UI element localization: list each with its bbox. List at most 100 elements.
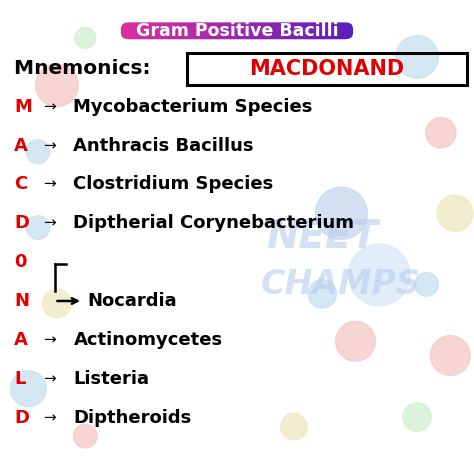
FancyBboxPatch shape [138, 15, 144, 46]
FancyBboxPatch shape [217, 15, 221, 46]
FancyBboxPatch shape [114, 15, 119, 46]
Text: M: M [14, 98, 32, 116]
Text: CHAMPS: CHAMPS [261, 268, 421, 301]
Text: →: → [43, 138, 55, 153]
FancyBboxPatch shape [254, 15, 258, 46]
Circle shape [415, 273, 438, 296]
FancyBboxPatch shape [294, 15, 300, 46]
Text: →: → [43, 410, 55, 425]
FancyBboxPatch shape [262, 15, 267, 46]
Circle shape [396, 36, 438, 78]
Circle shape [26, 216, 50, 239]
Text: Diptheroids: Diptheroids [73, 409, 191, 427]
FancyBboxPatch shape [143, 15, 147, 46]
FancyBboxPatch shape [163, 15, 168, 46]
Text: Clostridium Species: Clostridium Species [73, 175, 273, 193]
Text: →: → [43, 216, 55, 231]
FancyBboxPatch shape [266, 15, 271, 46]
Text: →: → [43, 371, 55, 386]
Text: A: A [14, 331, 28, 349]
Circle shape [281, 413, 307, 440]
FancyBboxPatch shape [229, 15, 234, 46]
FancyBboxPatch shape [270, 15, 275, 46]
FancyBboxPatch shape [171, 15, 176, 46]
Circle shape [403, 403, 431, 431]
Text: C: C [14, 175, 27, 193]
FancyBboxPatch shape [130, 15, 135, 46]
FancyBboxPatch shape [151, 15, 156, 46]
FancyBboxPatch shape [311, 15, 316, 46]
Text: L: L [14, 370, 26, 388]
FancyBboxPatch shape [257, 15, 263, 46]
Circle shape [26, 140, 50, 164]
Text: Mnemonics:: Mnemonics: [14, 59, 158, 78]
Text: D: D [14, 409, 29, 427]
Text: N: N [14, 292, 29, 310]
Circle shape [430, 336, 470, 375]
FancyBboxPatch shape [122, 15, 127, 46]
FancyBboxPatch shape [175, 15, 181, 46]
Circle shape [336, 321, 375, 361]
Text: A: A [14, 137, 28, 155]
FancyBboxPatch shape [340, 15, 345, 46]
FancyBboxPatch shape [155, 15, 160, 46]
Text: →: → [43, 332, 55, 347]
FancyBboxPatch shape [303, 15, 308, 46]
FancyBboxPatch shape [208, 15, 213, 46]
Circle shape [308, 280, 337, 308]
FancyBboxPatch shape [291, 15, 295, 46]
FancyBboxPatch shape [278, 15, 283, 46]
Text: Listeria: Listeria [73, 370, 149, 388]
Circle shape [73, 424, 97, 448]
FancyBboxPatch shape [196, 15, 201, 46]
Text: Actinomycetes: Actinomycetes [73, 331, 223, 349]
FancyBboxPatch shape [220, 15, 226, 46]
FancyBboxPatch shape [118, 15, 123, 46]
FancyBboxPatch shape [249, 15, 255, 46]
Text: →: → [43, 177, 55, 192]
FancyBboxPatch shape [192, 15, 197, 46]
FancyBboxPatch shape [299, 15, 304, 46]
Circle shape [246, 24, 275, 52]
FancyBboxPatch shape [167, 15, 172, 46]
Circle shape [36, 64, 78, 107]
FancyBboxPatch shape [319, 15, 324, 46]
FancyBboxPatch shape [188, 15, 193, 46]
FancyBboxPatch shape [315, 15, 320, 46]
Text: Mycobacterium Species: Mycobacterium Species [73, 98, 313, 116]
FancyBboxPatch shape [282, 15, 287, 46]
FancyBboxPatch shape [328, 15, 332, 46]
Text: Anthracis Bacillus: Anthracis Bacillus [73, 137, 254, 155]
FancyBboxPatch shape [126, 15, 131, 46]
FancyBboxPatch shape [212, 15, 218, 46]
FancyBboxPatch shape [134, 15, 139, 46]
FancyBboxPatch shape [146, 15, 152, 46]
FancyBboxPatch shape [183, 15, 189, 46]
FancyBboxPatch shape [204, 15, 209, 46]
Circle shape [315, 187, 367, 239]
Text: 0: 0 [14, 253, 27, 271]
Text: MACDONAND: MACDONAND [249, 59, 405, 79]
Circle shape [426, 118, 456, 148]
FancyBboxPatch shape [245, 15, 250, 46]
FancyBboxPatch shape [237, 15, 242, 46]
FancyBboxPatch shape [286, 15, 292, 46]
Text: NEET: NEET [266, 218, 378, 256]
FancyBboxPatch shape [352, 15, 357, 46]
FancyBboxPatch shape [233, 15, 238, 46]
Circle shape [437, 195, 473, 231]
Text: Gram Positive Bacilli: Gram Positive Bacilli [136, 22, 338, 40]
Circle shape [75, 27, 96, 48]
FancyBboxPatch shape [331, 15, 337, 46]
FancyBboxPatch shape [348, 15, 353, 46]
FancyBboxPatch shape [274, 15, 279, 46]
FancyBboxPatch shape [225, 15, 230, 46]
Circle shape [327, 19, 356, 47]
FancyBboxPatch shape [241, 15, 246, 46]
Text: →: → [43, 99, 55, 114]
FancyBboxPatch shape [336, 15, 341, 46]
Text: Diptherial Corynebacterium: Diptherial Corynebacterium [73, 214, 355, 232]
Text: Nocardia: Nocardia [88, 292, 177, 310]
Circle shape [43, 289, 71, 318]
Circle shape [348, 244, 410, 306]
